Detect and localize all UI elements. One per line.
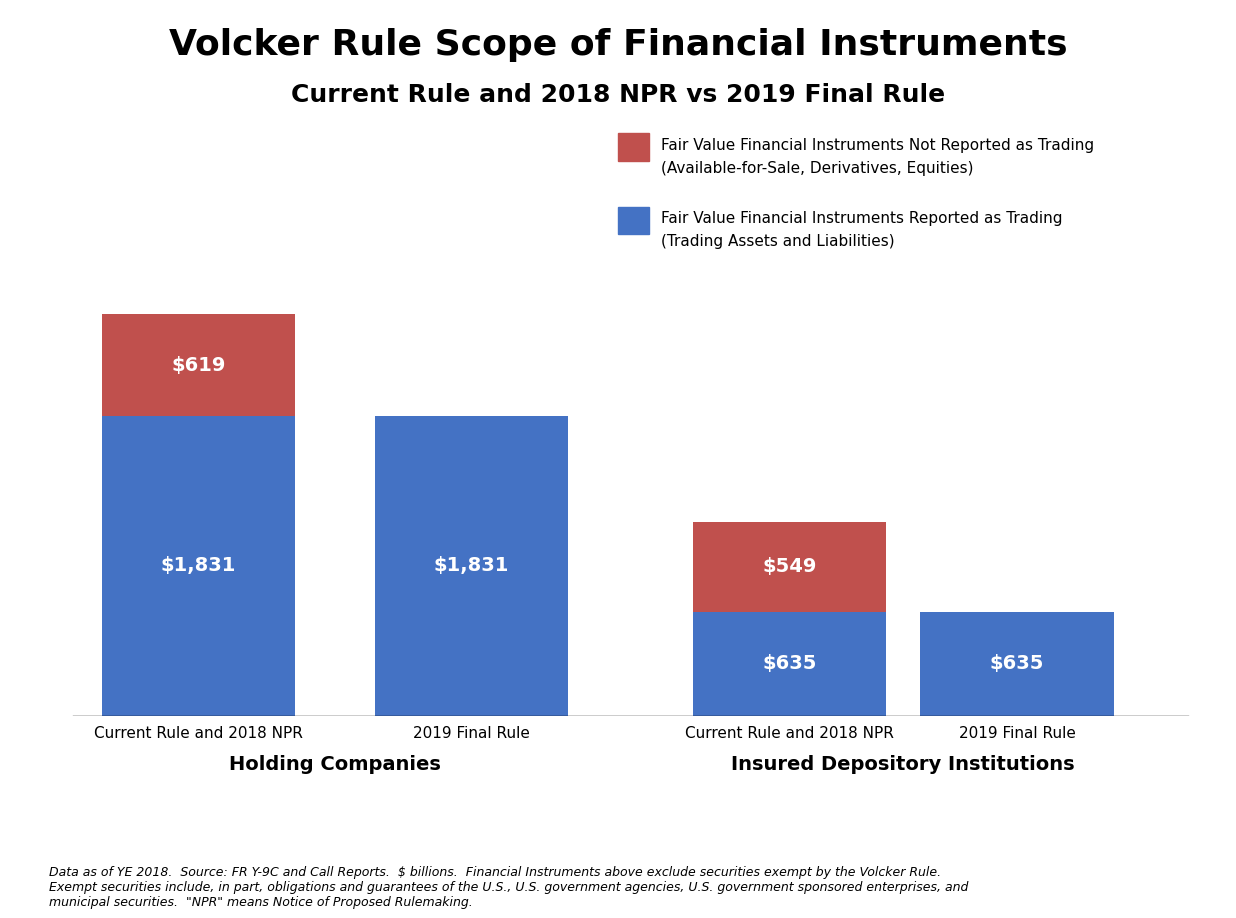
Text: Insured Depository Institutions: Insured Depository Institutions [732,756,1075,775]
Text: $1,831: $1,831 [161,556,236,576]
Text: (Available-for-Sale, Derivatives, Equities): (Available-for-Sale, Derivatives, Equiti… [661,161,974,175]
Text: Volcker Rule Scope of Financial Instruments: Volcker Rule Scope of Financial Instrume… [168,28,1068,62]
Text: 2019 Final Rule: 2019 Final Rule [413,726,529,741]
Text: Current Rule and 2018 NPR vs 2019 Final Rule: Current Rule and 2018 NPR vs 2019 Final … [290,83,946,106]
Text: $1,831: $1,831 [434,556,509,576]
Bar [693,612,886,716]
Bar [375,416,567,716]
Text: Holding Companies: Holding Companies [229,756,441,775]
Text: Fair Value Financial Instruments Reported as Trading: Fair Value Financial Instruments Reporte… [661,211,1063,226]
Text: $635: $635 [990,655,1044,674]
Bar [101,416,295,716]
Text: $635: $635 [763,655,817,674]
Text: Data as of YE 2018.  Source: FR Y-9C and Call Reports.  $ billions.  Financial I: Data as of YE 2018. Source: FR Y-9C and … [49,866,969,909]
Text: Current Rule and 2018 NPR: Current Rule and 2018 NPR [94,726,303,741]
Text: $619: $619 [171,355,225,375]
Text: Current Rule and 2018 NPR: Current Rule and 2018 NPR [685,726,894,741]
Bar [101,314,295,416]
Bar [693,522,886,612]
Text: 2019 Final Rule: 2019 Final Rule [959,726,1075,741]
Text: $549: $549 [763,557,817,577]
Text: (Trading Assets and Liabilities): (Trading Assets and Liabilities) [661,234,895,249]
Bar [921,612,1114,716]
Text: Fair Value Financial Instruments Not Reported as Trading: Fair Value Financial Instruments Not Rep… [661,138,1094,152]
